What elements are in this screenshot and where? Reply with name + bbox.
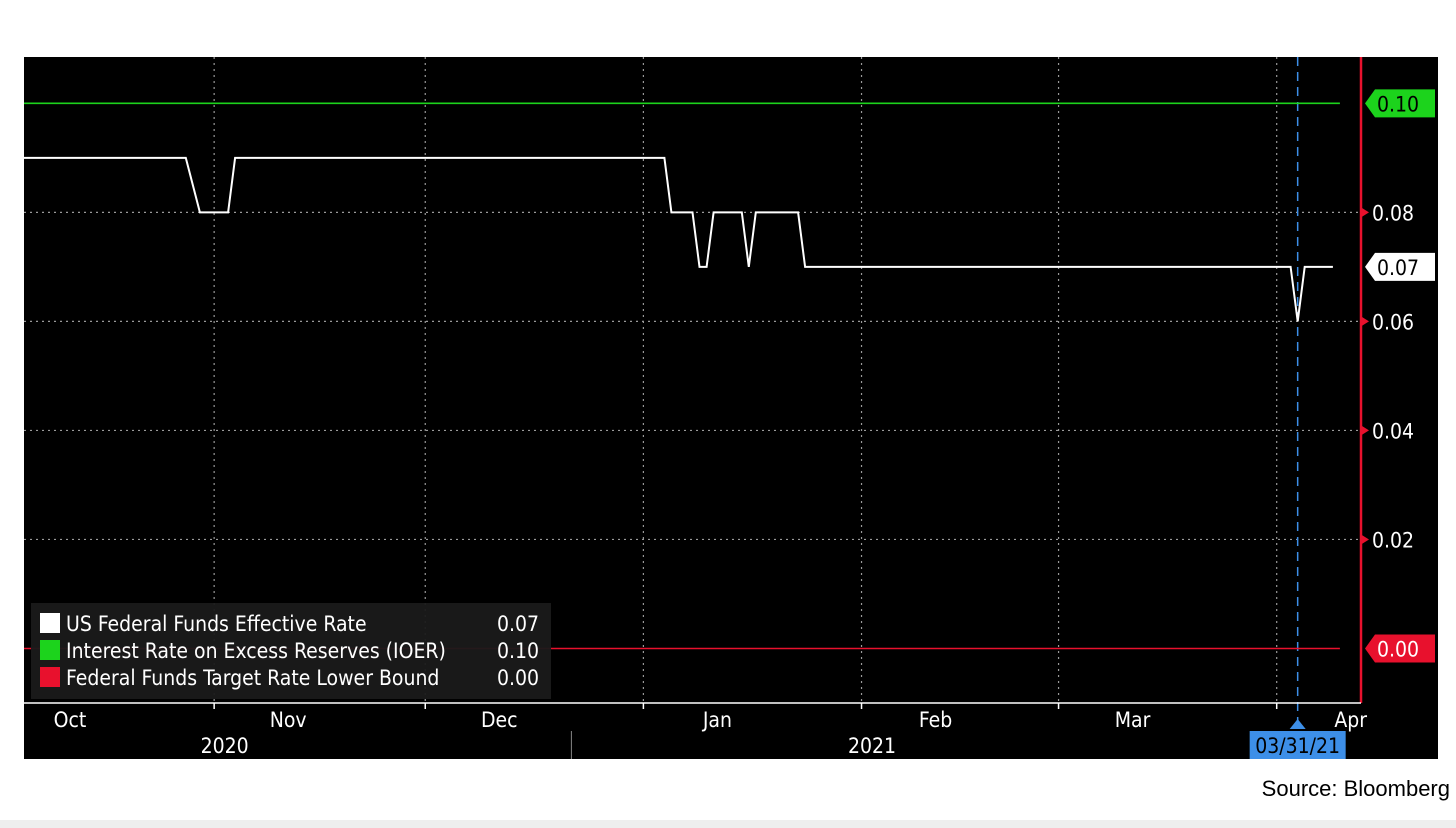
last-value-label: 0.00 [1377,637,1419,661]
x-tick-label: Oct [54,708,87,732]
x-year-label: 2021 [848,734,896,758]
legend-value: 0.00 [497,666,539,690]
legend-swatch [40,667,60,687]
bottom-strip [0,820,1456,828]
cursor-marker [1289,719,1306,729]
last-value-label: 0.10 [1377,92,1419,116]
y-tick-label: 0.06 [1372,310,1414,334]
legend-value: 0.07 [497,612,539,636]
last-value-badge [1365,89,1435,118]
y-tick-label: 0.02 [1372,528,1414,552]
y-tick-label: 0.04 [1372,419,1414,443]
x-tick-label: Nov [270,708,307,732]
x-tick-label: Feb [919,708,952,732]
last-value-badge [1365,634,1435,663]
legend-value: 0.10 [497,639,539,663]
y-tick-label: 0.08 [1372,201,1414,225]
y-tick-mark [1361,207,1369,218]
y-tick-mark [1361,425,1369,436]
x-tick-label: Apr [1334,708,1367,732]
x-year-label: 2020 [201,734,249,758]
legend-swatch [40,613,60,633]
cursor-date-label: 03/31/21 [1255,734,1340,758]
x-tick-label: Jan [702,708,732,732]
x-tick-label: Dec [481,708,518,732]
legend-box [31,603,551,699]
legend-label: US Federal Funds Effective Rate [66,612,367,636]
last-value-badge [1365,252,1435,281]
y-tick-mark [1361,316,1369,327]
x-tick-label: Mar [1115,708,1151,732]
series-line [24,156,1333,322]
source-caption: Source: Bloomberg [1261,776,1450,801]
cursor-date-box [1249,731,1346,759]
legend-label: Interest Rate on Excess Reserves (IOER) [66,639,446,663]
last-value-label: 0.07 [1377,256,1419,280]
y-tick-mark [1361,534,1369,545]
legend-label: Federal Funds Target Rate Lower Bound [66,666,439,690]
legend-swatch [40,640,60,660]
